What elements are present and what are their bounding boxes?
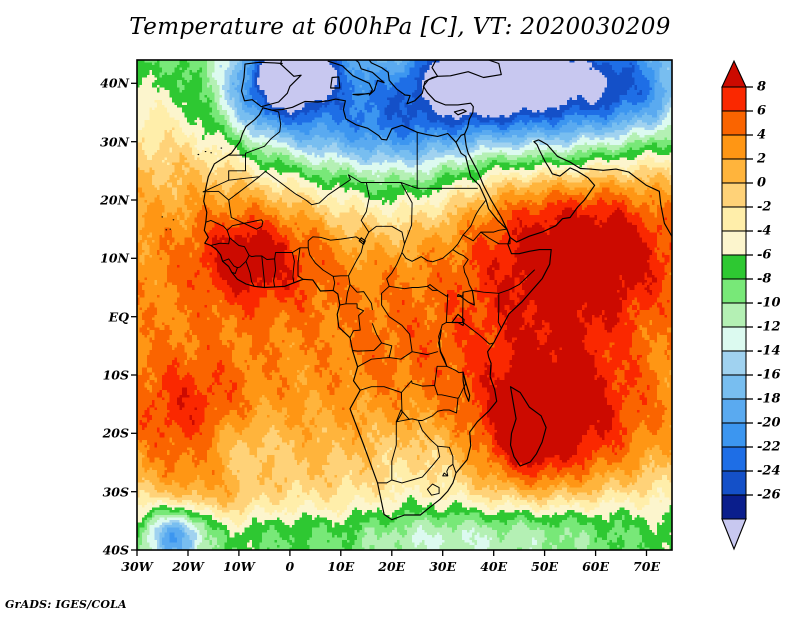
colorbar-tick-label: -16: [757, 367, 781, 383]
x-axis-tick-label: 50E: [531, 559, 559, 574]
colorbar-tick-label: 0: [757, 175, 767, 191]
plot-frame: [136, 59, 673, 551]
colorbar-band: [721, 134, 747, 160]
colorbar-band: [721, 326, 747, 352]
colorbar-tick-label: 6: [757, 103, 767, 119]
credit-text: GrADS: IGES/COLA: [5, 598, 127, 611]
colorbar-band: [721, 110, 747, 136]
colorbar-band: [721, 182, 747, 208]
x-axis-tick-label: 60E: [582, 559, 610, 574]
colorbar-band: [721, 350, 747, 376]
colorbar-tick-label: -12: [757, 319, 781, 335]
y-axis-tick-label: 40N: [100, 75, 129, 91]
x-axis-tick-label: 70E: [633, 559, 660, 574]
colorbar-band: [721, 422, 747, 448]
colorbar-tick-label: -14: [757, 343, 781, 359]
colorbar-band: [721, 230, 747, 256]
x-axis-tick-label: 10E: [327, 559, 355, 574]
x-axis-tick-label: 0: [285, 559, 295, 574]
colorbar-band: [721, 302, 747, 328]
colorbar-tick-label: -6: [757, 247, 772, 263]
colorbar-band: [721, 254, 747, 280]
y-axis-tick-label: 10N: [100, 250, 129, 266]
colorbar-band: [721, 158, 747, 184]
colorbar-tick-label: -24: [757, 463, 781, 479]
colorbar-tick-label: -20: [757, 415, 781, 431]
colorbar-band: [721, 494, 747, 520]
colorbar-tick-label: -8: [757, 271, 772, 287]
colorbar-bottom-arrow: [721, 518, 747, 551]
temperature-field: [137, 60, 672, 550]
y-axis-tick-label: 10S: [102, 367, 129, 383]
colorbar-band: [721, 470, 747, 496]
colorbar: [721, 59, 753, 551]
colorbar-tick-label: -22: [757, 439, 781, 455]
x-axis-tick-label: 30W: [121, 559, 153, 574]
y-axis-tick-label: EQ: [108, 309, 129, 325]
x-axis-tick-label: 10W: [223, 559, 255, 574]
colorbar-tick-label: 2: [757, 151, 767, 167]
axis-ticks: [131, 82, 648, 556]
y-axis-tick-label: 40S: [102, 542, 129, 558]
coastlines-and-borders: [161, 60, 672, 521]
colorbar-tick-label: -26: [757, 487, 781, 503]
y-axis-tick-label: 20N: [100, 192, 129, 208]
colorbar-band: [721, 374, 747, 400]
colorbar-tick-label: 4: [757, 127, 767, 143]
x-axis-tick-label: 20E: [378, 559, 406, 574]
colorbar-band: [721, 86, 747, 112]
x-axis-tick-label: 20W: [172, 559, 204, 574]
y-axis-tick-label: 30N: [100, 134, 129, 150]
colorbar-tick-label: -2: [757, 199, 772, 215]
y-axis-tick-label: 30S: [102, 484, 129, 500]
colorbar-top-arrow: [721, 59, 747, 88]
colorbar-tick-label: -4: [757, 223, 772, 239]
colorbar-tick-label: 8: [757, 79, 767, 95]
colorbar-band: [721, 446, 747, 472]
y-axis-tick-label: 20S: [102, 425, 129, 441]
x-axis-tick-label: 30E: [429, 559, 457, 574]
colorbar-tick-label: -10: [757, 295, 781, 311]
colorbar-band: [721, 398, 747, 424]
x-axis-tick-label: 40E: [480, 559, 508, 574]
colorbar-band: [721, 278, 747, 304]
chart-title: Temperature at 600hPa [C], VT: 202003020…: [129, 14, 671, 40]
colorbar-band: [721, 206, 747, 232]
colorbar-tick-label: -18: [757, 391, 781, 407]
